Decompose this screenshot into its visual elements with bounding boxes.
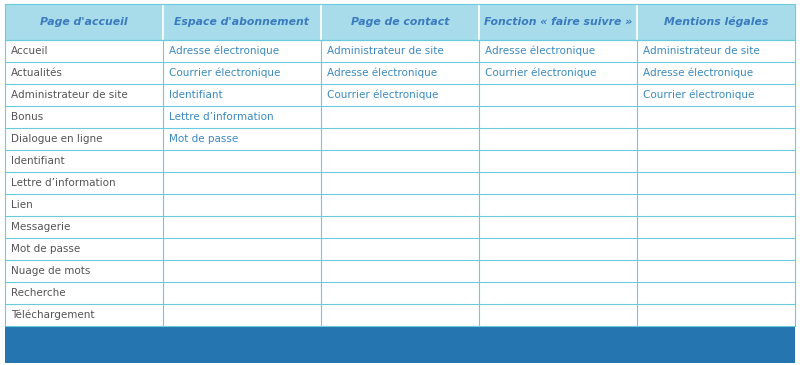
Text: Identifiant: Identifiant xyxy=(169,90,222,100)
Bar xyxy=(5,84,795,106)
Text: Lien: Lien xyxy=(11,200,33,210)
Bar xyxy=(5,62,795,84)
Text: Bonus: Bonus xyxy=(11,112,43,122)
Text: Courrier électronique: Courrier électronique xyxy=(169,68,280,78)
Text: Identifiant: Identifiant xyxy=(11,156,65,166)
Text: Recherche: Recherche xyxy=(11,288,66,298)
Bar xyxy=(5,4,795,40)
Text: Lettre d’information: Lettre d’information xyxy=(11,178,116,188)
Text: Dialogue en ligne: Dialogue en ligne xyxy=(11,134,102,144)
Bar xyxy=(5,326,795,363)
Text: Messagerie: Messagerie xyxy=(11,222,70,232)
Text: Espace d'abonnement: Espace d'abonnement xyxy=(174,17,310,27)
Bar xyxy=(5,238,795,260)
Bar xyxy=(5,216,795,238)
Bar xyxy=(5,282,795,304)
Text: Téléchargement: Téléchargement xyxy=(11,310,94,320)
Text: Courrier électronique: Courrier électronique xyxy=(643,90,754,100)
Text: Mentions légales: Mentions légales xyxy=(664,17,768,27)
Text: Actualités: Actualités xyxy=(11,68,63,78)
Bar xyxy=(5,260,795,282)
Text: Mot de passe: Mot de passe xyxy=(11,244,80,254)
Text: Adresse électronique: Adresse électronique xyxy=(327,68,437,78)
Text: Administrateur de site: Administrateur de site xyxy=(327,46,444,56)
Text: Administrateur de site: Administrateur de site xyxy=(643,46,760,56)
Bar xyxy=(5,40,795,62)
Text: Page de contact: Page de contact xyxy=(350,17,450,27)
Bar xyxy=(5,106,795,128)
Text: Fonction « faire suivre »: Fonction « faire suivre » xyxy=(484,17,632,27)
Bar xyxy=(5,172,795,194)
Bar xyxy=(5,304,795,326)
Text: Adresse électronique: Adresse électronique xyxy=(485,46,595,56)
Text: Lettre d’information: Lettre d’information xyxy=(169,112,274,122)
Text: Page d'accueil: Page d'accueil xyxy=(40,17,128,27)
Text: Adresse électronique: Adresse électronique xyxy=(643,68,753,78)
Bar xyxy=(5,128,795,150)
Text: Accueil: Accueil xyxy=(11,46,49,56)
Text: Courrier électronique: Courrier électronique xyxy=(327,90,438,100)
Text: Nuage de mots: Nuage de mots xyxy=(11,266,90,276)
Text: Administrateur de site: Administrateur de site xyxy=(11,90,128,100)
Text: Adresse électronique: Adresse électronique xyxy=(169,46,279,56)
Bar xyxy=(5,194,795,216)
Bar xyxy=(5,150,795,172)
Text: Mot de passe: Mot de passe xyxy=(169,134,238,144)
Text: Courrier électronique: Courrier électronique xyxy=(485,68,596,78)
